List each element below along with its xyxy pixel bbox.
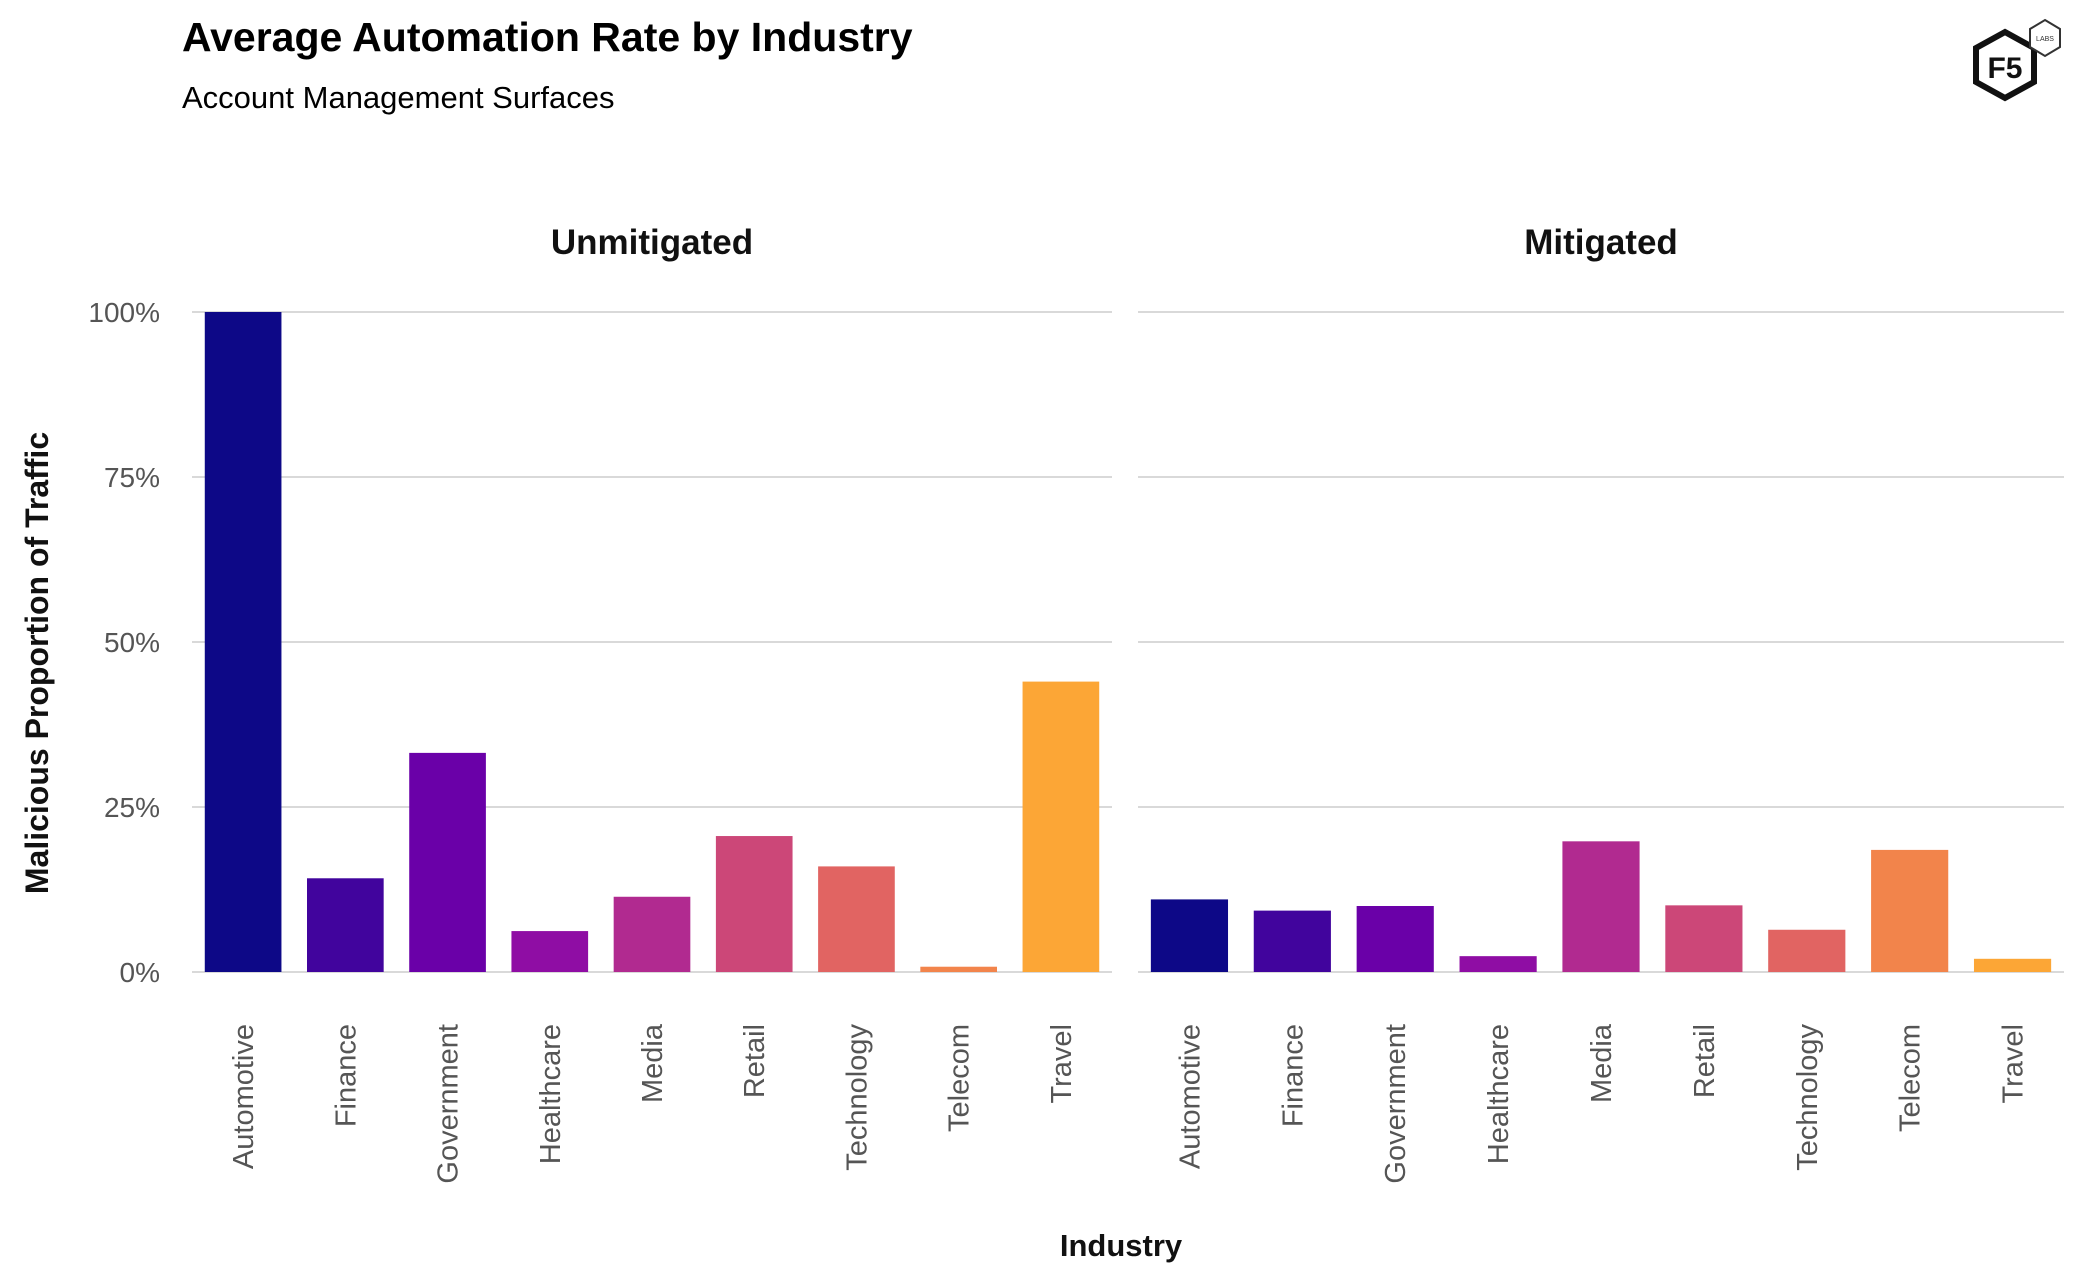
x-tick-label: Finance [1277,1024,1309,1127]
panel-title-mitigated: Mitigated [1524,223,1678,262]
x-tick-label: Travel [1998,1024,2030,1104]
y-tick-label: 100% [88,297,160,328]
bar-unmitigated-technology [818,866,895,972]
x-tick-label: Media [637,1023,669,1103]
x-tick-label: Government [433,1024,465,1184]
f5-labs-logo: F5 LABS [1973,18,2061,102]
bar-mitigated-retail [1665,905,1743,972]
chart-title: Average Automation Rate by Industry [182,14,913,60]
x-tick-label: Retail [1689,1024,1721,1098]
bar-unmitigated-finance [307,878,384,972]
x-tick-label: Healthcare [1483,1024,1515,1164]
bar-mitigated-technology [1768,929,1846,972]
bar-mitigated-healthcare [1459,956,1537,972]
bar-unmitigated-telecom [920,966,997,972]
bar-unmitigated-government [409,752,486,972]
x-tick-label: Automotive [228,1024,260,1169]
bar-mitigated-telecom [1871,849,1949,972]
x-tick-label: Finance [330,1024,362,1127]
bar-unmitigated-travel [1022,681,1100,972]
x-tick-label: Retail [739,1024,771,1098]
bar-unmitigated-healthcare [511,931,589,972]
y-axis-title: Malicious Proportion of Traffic [19,432,55,894]
bar-unmitigated-media [613,896,691,972]
logo-badge-hexagon [2029,18,2061,58]
x-tick-label: Healthcare [535,1024,567,1164]
logo-main-text: F5 [1987,52,2022,85]
x-tick-label: Media [1586,1023,1618,1103]
bar-mitigated-automotive [1150,899,1229,972]
x-axis-title: Industry [1060,1228,1183,1263]
x-tick-label: Telecom [1895,1024,1927,1132]
x-tick-label: Technology [841,1024,873,1171]
bar-unmitigated-retail [715,836,793,972]
y-tick-label: 75% [104,462,160,493]
x-tick-label: Technology [1792,1024,1824,1171]
y-tick-label: 0% [120,957,160,988]
bar-mitigated-media [1562,841,1640,972]
panel-title-unmitigated: Unmitigated [551,223,753,262]
x-tick-label: Automotive [1174,1024,1206,1169]
chart-subtitle: Account Management Surfaces [182,80,615,115]
logo-badge-text: LABS [2036,36,2054,43]
y-tick-label: 50% [104,627,160,658]
x-tick-label: Telecom [944,1024,976,1132]
bar-mitigated-finance [1253,910,1331,972]
y-tick-label: 25% [104,792,160,823]
bar-mitigated-government [1356,906,1434,972]
bar-unmitigated-automotive [204,312,282,972]
x-tick-label: Government [1380,1024,1412,1184]
x-tick-label: Travel [1046,1024,1078,1104]
bar-mitigated-travel [1973,958,2052,972]
